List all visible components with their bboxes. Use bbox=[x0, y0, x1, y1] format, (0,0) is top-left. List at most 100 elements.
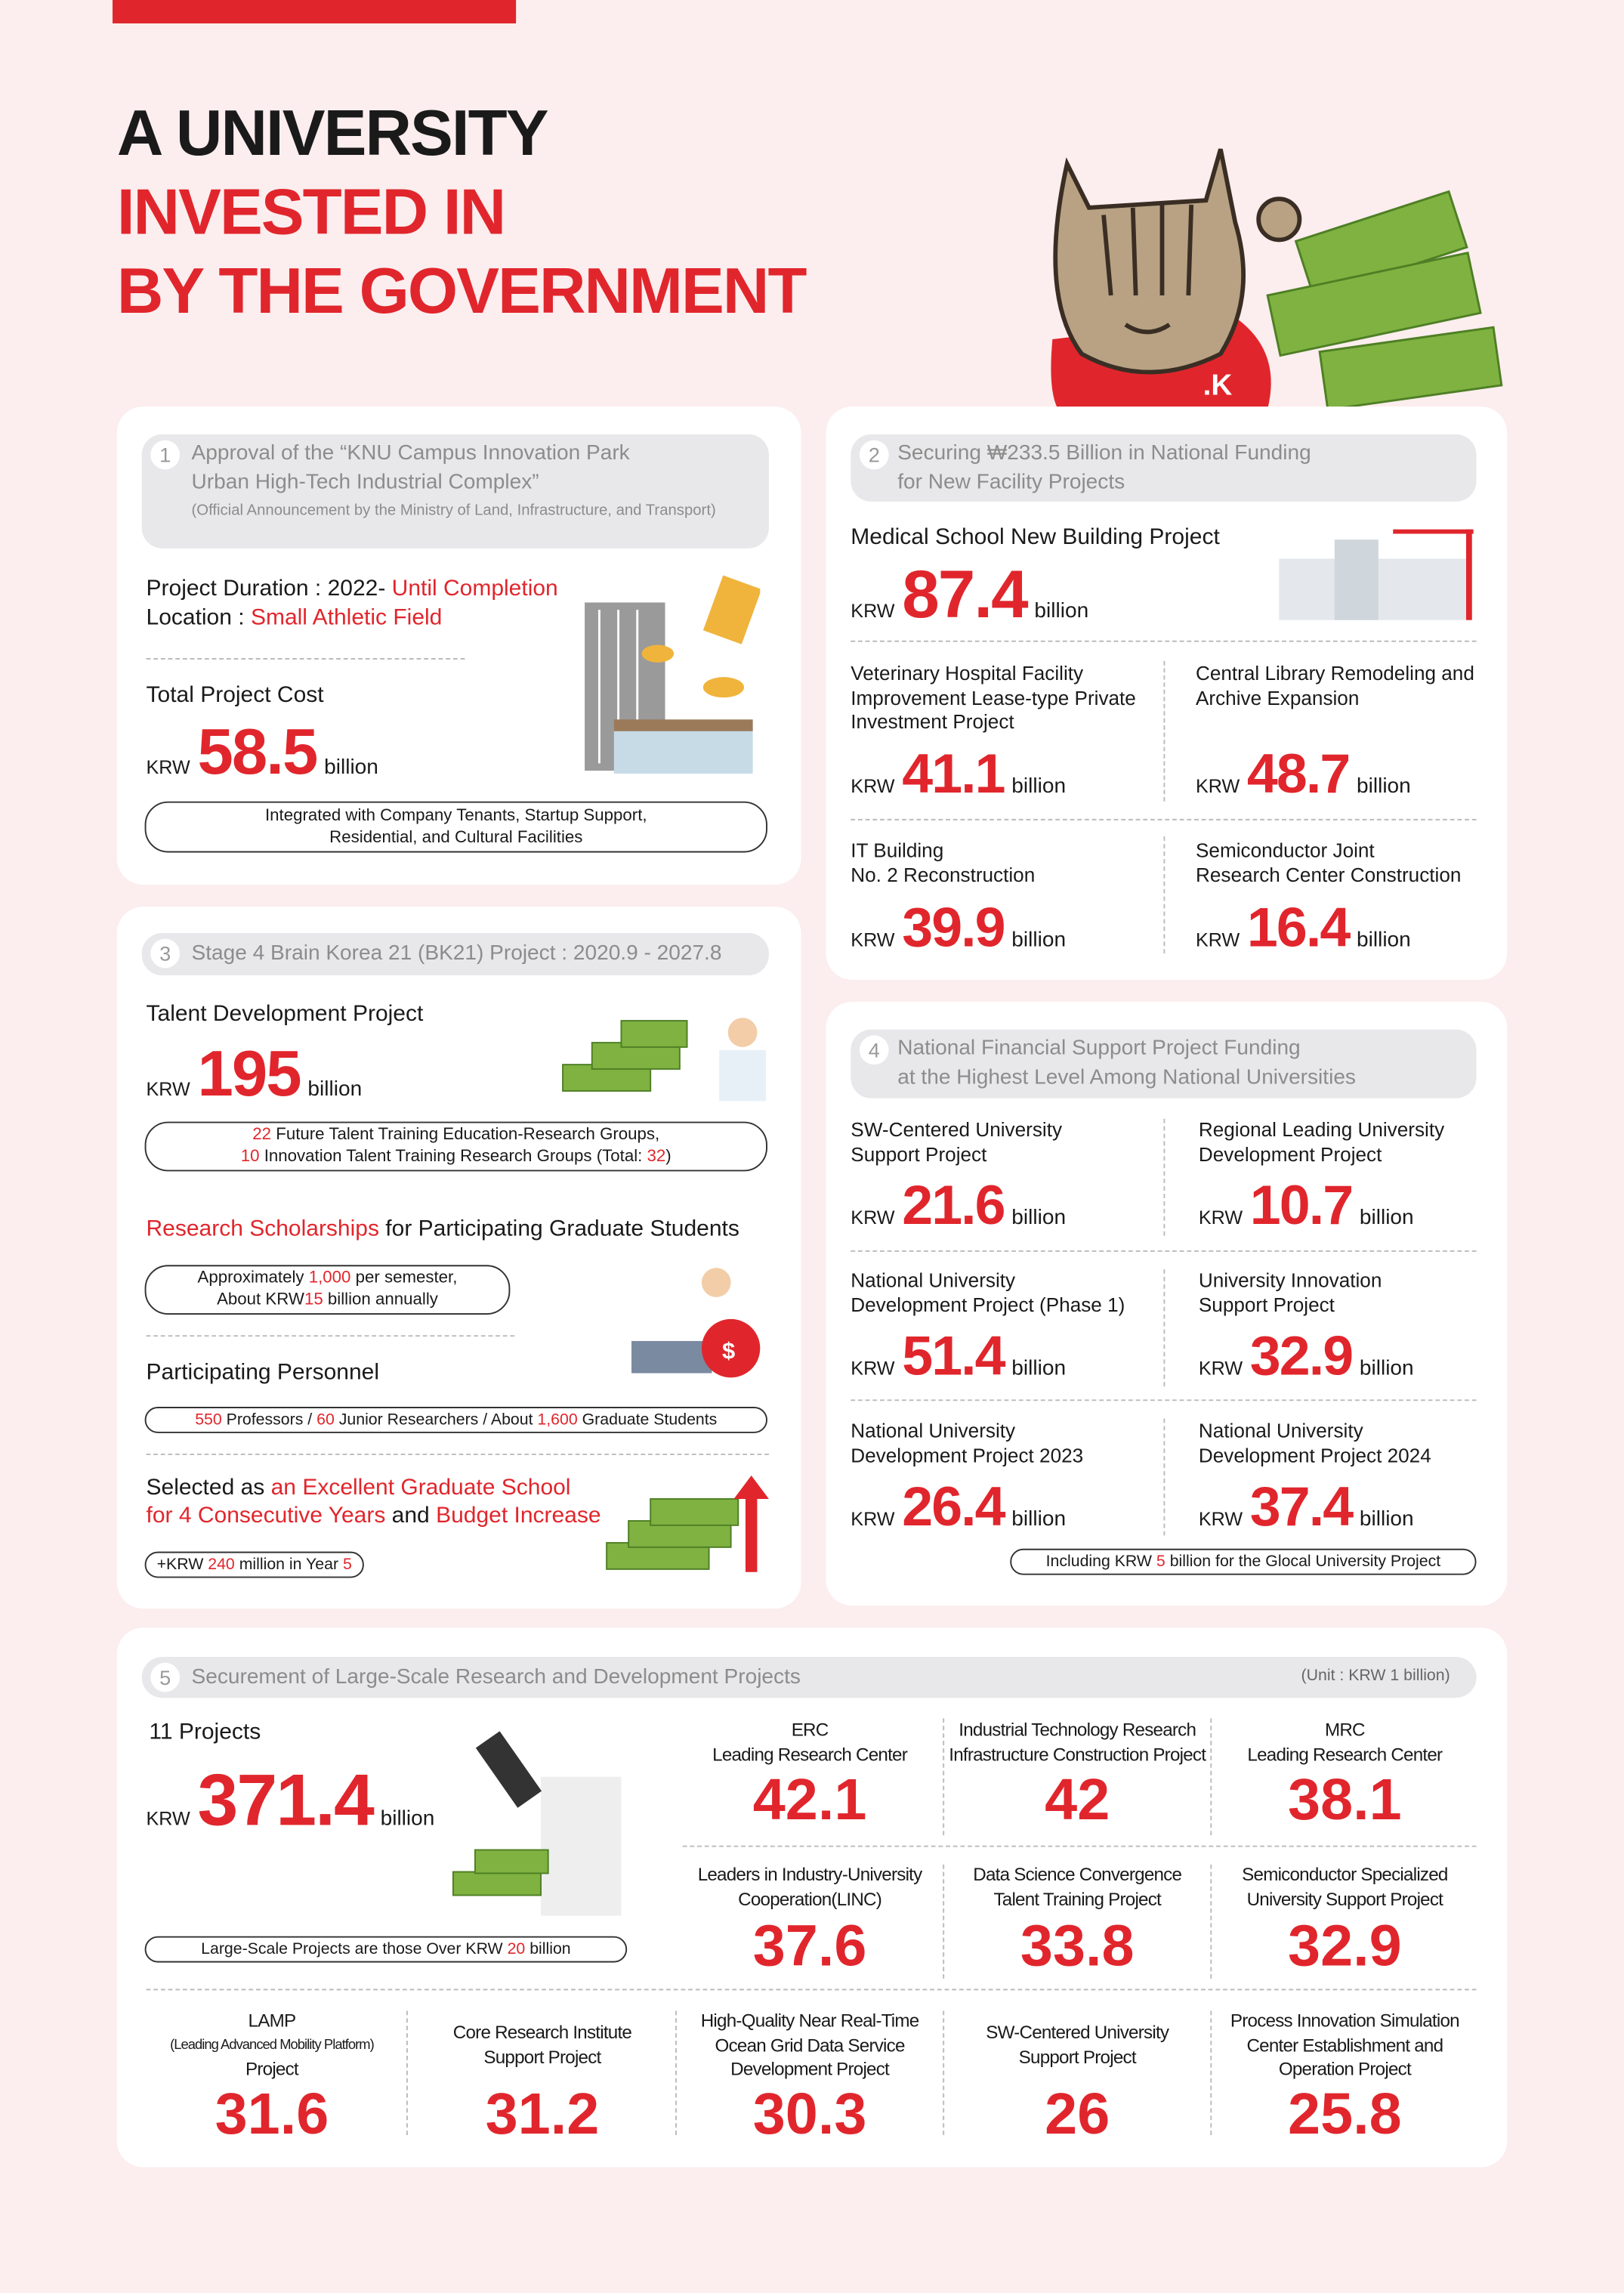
item-name: Central Library Remodeling and Archive Ex… bbox=[1196, 663, 1474, 711]
highlight-text: 10 bbox=[240, 1148, 260, 1166]
amount-value: 87.4 bbox=[902, 555, 1028, 632]
amount-value: 26.4 bbox=[902, 1476, 1005, 1539]
item-name: Industrial Technology Research Infrastruc… bbox=[943, 1718, 1212, 1766]
currency: KRW bbox=[851, 1206, 895, 1228]
currency: KRW bbox=[1195, 774, 1240, 797]
text: Project Duration : 2022- bbox=[146, 576, 392, 601]
title-line: A UNIVERSITY bbox=[116, 97, 549, 170]
item-name: Process Innovation Simulation Center Esta… bbox=[1210, 2010, 1479, 2082]
amount-value: 37.4 bbox=[1249, 1476, 1354, 1539]
divider bbox=[675, 2010, 677, 2135]
name-line: Development Project bbox=[730, 2059, 890, 2080]
amount-value: 195 bbox=[197, 1038, 301, 1111]
amount-value: 25.8 bbox=[1288, 2082, 1402, 2147]
text: billion for the Glocal University Projec… bbox=[1165, 1552, 1441, 1570]
name-line: ERC bbox=[791, 1720, 829, 1741]
highlight-text: 22 bbox=[252, 1126, 272, 1144]
svg-text:.K: .K bbox=[1203, 369, 1233, 402]
amount: KRW 87.4 billion bbox=[851, 560, 1088, 627]
highlight-text: Until Completion bbox=[391, 576, 558, 601]
unit: billion bbox=[1359, 1206, 1414, 1230]
highlight-text: an Excellent Graduate School bbox=[270, 1476, 571, 1500]
section-number: 1 bbox=[150, 440, 181, 470]
card bbox=[826, 1001, 1508, 1606]
cost-label: Total Project Cost bbox=[146, 682, 324, 708]
name-line: Medical School New Building Project bbox=[851, 524, 1220, 550]
name-line: Improvement Lease-type Private bbox=[851, 686, 1136, 709]
text: for Participating Graduate Students bbox=[378, 1216, 739, 1242]
highlight-text: 15 bbox=[304, 1291, 323, 1309]
item-name: Semiconductor Specialized University Supp… bbox=[1210, 1863, 1479, 1911]
heading-line: Securing ₩233.5 Billion in National Fund… bbox=[897, 441, 1311, 465]
divider bbox=[943, 1864, 945, 1979]
note-pill: 550 Professors / 60 Junior Researchers /… bbox=[144, 1407, 767, 1433]
divider bbox=[851, 818, 1477, 820]
location: Location : Small Athletic Field bbox=[147, 604, 443, 632]
amount-value: 42.1 bbox=[752, 1768, 867, 1833]
item-name: Veterinary Hospital Facility Improvement … bbox=[851, 663, 1136, 735]
currency: KRW bbox=[851, 599, 895, 622]
heading-line: for New Facility Projects bbox=[897, 471, 1125, 495]
divider bbox=[1163, 1118, 1166, 1236]
text: Location : bbox=[146, 605, 251, 631]
amount: KRW 51.4 billion bbox=[851, 1329, 1066, 1385]
unit: billion bbox=[1359, 1507, 1414, 1531]
note-line: Including KRW 5 billion for the Glocal U… bbox=[1011, 1551, 1474, 1573]
item-name: High-Quality Near Real-Time Ocean Grid Da… bbox=[675, 2010, 944, 2082]
personnel-heading: Participating Personnel bbox=[146, 1360, 380, 1386]
item-name: Semiconductor Joint Research Center Const… bbox=[1196, 839, 1461, 888]
item-name: 11 Projects bbox=[149, 1718, 261, 1746]
amount: KRW 195 billion bbox=[147, 1038, 363, 1111]
name-line: Archive Expansion bbox=[1195, 686, 1360, 709]
highlight-text: 1,600 bbox=[537, 1410, 578, 1429]
highlight-text: 20 bbox=[507, 1939, 526, 1958]
divider bbox=[851, 1250, 1477, 1252]
amount: KRW 21.6 billion bbox=[851, 1179, 1066, 1235]
selected-line: for 4 Consecutive Years and Budget Incre… bbox=[147, 1502, 601, 1530]
amount-value: 37.6 bbox=[752, 1914, 867, 1979]
currency: KRW bbox=[851, 1507, 895, 1530]
name-line: Industrial Technology Research bbox=[959, 1720, 1196, 1741]
name-line: MRC bbox=[1324, 1720, 1366, 1741]
unit: billion bbox=[307, 1077, 363, 1102]
name-line: Support Project bbox=[1198, 1293, 1335, 1316]
header-pill bbox=[141, 932, 769, 976]
header-pill bbox=[851, 434, 1477, 502]
note-line: Integrated with Company Tenants, Startup… bbox=[264, 806, 647, 824]
unit: billion bbox=[1011, 1206, 1067, 1230]
section-heading: Approval of the “KNU Campus Innovation P… bbox=[192, 439, 747, 521]
divider bbox=[1163, 1418, 1166, 1536]
divider bbox=[1210, 1718, 1212, 1836]
text: billion annually bbox=[323, 1291, 438, 1309]
text: Future Talent Training Education-Researc… bbox=[271, 1126, 660, 1144]
unit: billion bbox=[324, 756, 378, 780]
name-line: Veterinary Hospital Facility bbox=[851, 662, 1084, 685]
section-number: 4 bbox=[859, 1035, 889, 1065]
name-line: Support Project bbox=[1018, 2046, 1137, 2067]
note-line: 10 Innovation Talent Training Research G… bbox=[147, 1147, 767, 1169]
name-line: SW-Centered University bbox=[986, 2022, 1169, 2044]
item-name: LAMP (Leading Advanced Mobility Platform)… bbox=[137, 2010, 406, 2082]
amount-value: 16.4 bbox=[1246, 898, 1351, 960]
item-name: Data Science Convergence Talent Training … bbox=[943, 1863, 1212, 1911]
amount-value: 21.6 bbox=[902, 1176, 1005, 1238]
highlight-text: for 4 Consecutive Years bbox=[146, 1503, 386, 1528]
text: million in Year bbox=[234, 1555, 343, 1573]
amount: KRW 32.9 billion bbox=[1199, 1329, 1414, 1385]
title-line: INVESTED IN bbox=[116, 177, 506, 249]
amount: KRW 39.9 billion bbox=[851, 901, 1066, 956]
currency: KRW bbox=[851, 774, 895, 797]
note-line: Residential, and Cultural Facilities bbox=[329, 828, 583, 846]
note-pill: +KRW 240 million in Year 5 bbox=[144, 1551, 364, 1578]
amount-value: 51.4 bbox=[902, 1326, 1005, 1388]
divider bbox=[1210, 1864, 1212, 1979]
item-name: Regional Leading University Development P… bbox=[1199, 1119, 1444, 1167]
money-illustration bbox=[562, 1018, 767, 1102]
amount-value: 30.3 bbox=[752, 2082, 867, 2147]
section-number: 5 bbox=[150, 1662, 181, 1692]
highlight-text: 32 bbox=[647, 1148, 666, 1166]
name-line: National University bbox=[1198, 1420, 1363, 1442]
unit: billion bbox=[380, 1807, 435, 1831]
amount-value: 31.2 bbox=[485, 2082, 600, 2147]
name-line: Development Project 2023 bbox=[851, 1444, 1084, 1466]
